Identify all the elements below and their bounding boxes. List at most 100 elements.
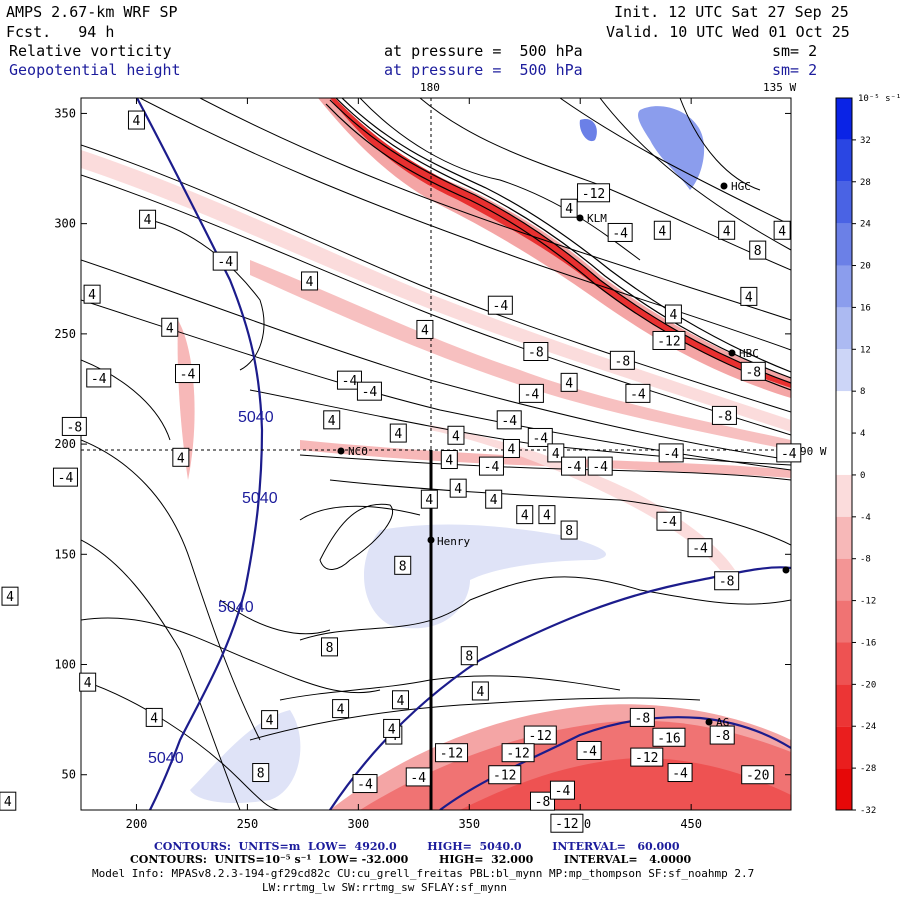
- contour-label-box: [709, 725, 735, 745]
- vort-band-west: [177, 320, 195, 480]
- colorbar-level-label: -16: [860, 638, 876, 648]
- contour-label-text: -4: [410, 771, 426, 786]
- contour-label-box: [518, 383, 544, 403]
- contour-label-box: [776, 443, 802, 463]
- y-tick-label: 200: [54, 437, 76, 451]
- contour-label-box: [629, 707, 655, 727]
- field2-smoothing: sm= 2: [772, 61, 818, 79]
- y-tick-label: 100: [54, 658, 76, 672]
- contour-label-text: -12: [582, 187, 605, 202]
- colorbar-unit: 10⁻⁵ s⁻¹: [858, 94, 900, 104]
- contour-label-box: [172, 447, 190, 467]
- contour-label-box: [576, 740, 602, 760]
- contour-label-box: [652, 330, 686, 350]
- colorbar-segment: [836, 726, 852, 769]
- footer-height-contours: CONTOURS: UNITS=m LOW= 4920.0 HIGH= 5040…: [154, 840, 680, 853]
- colorbar-level-label: -20: [860, 680, 876, 690]
- contour-label-text: 4: [133, 114, 141, 129]
- vort-contour-labels: 44-444-44-4-8-8-12-8-12-4 4 4 48444-44-444-…: [0, 110, 802, 833]
- contour-label-box: [773, 220, 791, 240]
- valid-time: Valid. 10 UTC Wed 01 Oct 25: [606, 23, 850, 41]
- contour-label-box: [607, 222, 633, 242]
- colorbar-segment: [836, 139, 852, 182]
- contour-label-text: 4: [508, 442, 516, 457]
- contour-label-box: [527, 427, 553, 447]
- contour-label-text: 4: [445, 454, 453, 469]
- colorbar-level-label: 12: [860, 345, 871, 355]
- contour-label-box: [550, 813, 584, 833]
- contour-label-text: -4: [493, 299, 509, 314]
- contour-label-text: 8: [326, 641, 334, 656]
- contour-label-box: [687, 538, 713, 558]
- model-title: AMPS 2.67-km WRF SP: [6, 3, 178, 21]
- contour-label-box: [435, 743, 469, 763]
- colorbar: 32 28 24 20 16 12 8 4 0 -4 -8 -12 -16 -20 -24 -28 -32: [835, 97, 876, 816]
- colorbar-level-label: 28: [860, 178, 871, 188]
- contour-label-box: [420, 489, 438, 509]
- station-hbc-label: HBC: [739, 347, 759, 360]
- contour-label-text: -8: [535, 795, 551, 810]
- contour-label-text: 4: [476, 685, 484, 700]
- contour-label-text: 4: [565, 202, 573, 217]
- contour-label-box: [383, 718, 401, 738]
- colorbar-level-label: 32: [860, 136, 871, 146]
- colorbar-segment: [836, 474, 852, 517]
- contour-label-text: -4: [524, 387, 540, 402]
- contour-label-text: -12: [440, 747, 463, 762]
- contour-label-box: [405, 767, 431, 787]
- colorbar-level-label: -28: [860, 764, 876, 774]
- field2-level: at pressure = 500 hPa: [384, 61, 583, 79]
- contour-label-text: 4: [452, 429, 460, 444]
- contour-label-text: -4: [612, 226, 628, 241]
- contour-label-text: -12: [657, 334, 680, 349]
- y-tick-label: 350: [54, 106, 76, 120]
- contour-label-text: 8: [754, 244, 762, 259]
- contour-label-box: [718, 220, 736, 240]
- contour-label-box: [392, 690, 409, 710]
- contour-label-box: [79, 672, 97, 692]
- contour-label-text: -4: [362, 385, 378, 400]
- contour-label-box: [741, 765, 775, 785]
- contour-label-box: [478, 456, 504, 476]
- contour-label-box: [127, 110, 145, 130]
- height-label-2: 5040: [242, 490, 278, 507]
- contour-label-box: [86, 368, 112, 388]
- colorbar-segment: [836, 642, 852, 685]
- contour-label-text: -12: [493, 769, 516, 784]
- contour-label-text: 4: [328, 414, 336, 429]
- vort-band-mid2: [250, 260, 791, 450]
- contour-label-text: 4: [144, 213, 152, 228]
- contour-label-text: -8: [67, 420, 83, 435]
- contour-label-text: -8: [635, 711, 651, 726]
- vort-neg-ne: [638, 106, 705, 190]
- contour-label-text: -12: [555, 817, 578, 832]
- contour-label-text: -4: [630, 387, 646, 402]
- contour-label-text: -4: [672, 767, 688, 782]
- contour-label-text: 4: [166, 321, 174, 336]
- contour-label-text: -8: [714, 729, 730, 744]
- x-tick-label: 250: [237, 817, 259, 831]
- contour-label-box: [261, 710, 279, 730]
- contour-label-box: [653, 220, 671, 240]
- colorbar-level-label: 8: [860, 387, 865, 397]
- contour-label-box: [301, 271, 319, 291]
- contour-label-text: 4: [337, 703, 345, 718]
- vort-contours: [81, 98, 791, 810]
- x-tick-label: 200: [126, 817, 148, 831]
- colorbar-segment: [836, 768, 852, 810]
- station-klm-label: KLM: [587, 212, 607, 225]
- contour-label-box: [389, 423, 407, 443]
- colorbar-segment: [836, 181, 852, 224]
- contour-label-box: [714, 571, 740, 591]
- colorbar-segment: [836, 558, 852, 601]
- contour-label-box: [560, 372, 578, 392]
- contour-label-box: [658, 443, 684, 463]
- contour-label-box: [212, 251, 238, 271]
- contour-label-box: [323, 410, 341, 430]
- contour-label-text: -4: [357, 778, 373, 793]
- contour-label-text: -4: [501, 414, 517, 429]
- contour-label-box: [252, 763, 270, 783]
- station-ag-label: AG: [716, 716, 729, 729]
- contour-label-box: [523, 725, 557, 745]
